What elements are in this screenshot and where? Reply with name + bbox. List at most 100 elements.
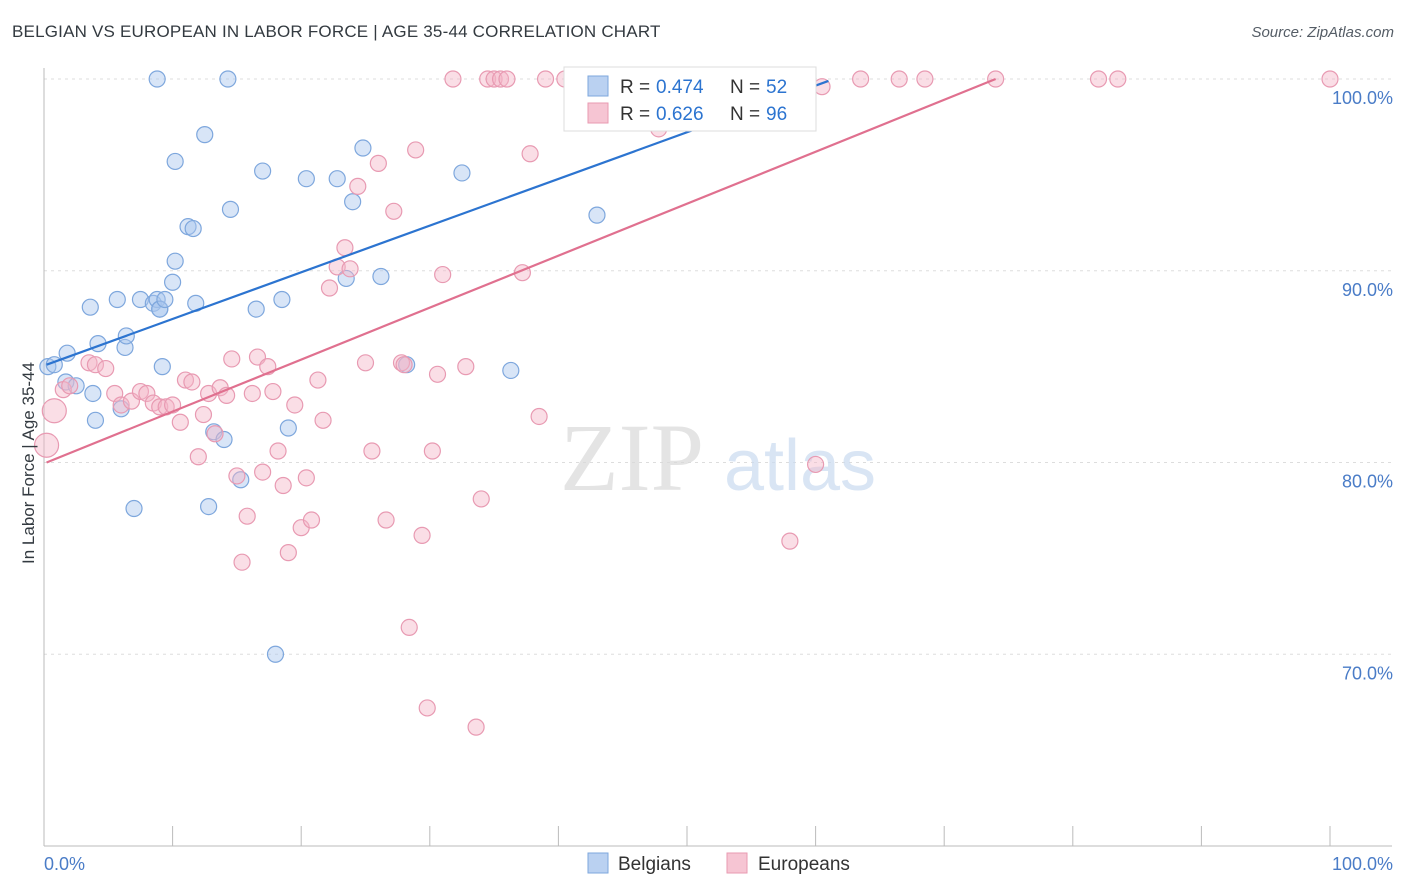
europeans-point [806,455,825,474]
europeans-point [297,469,315,487]
europeans-point [189,448,207,466]
europeans-point [498,70,516,88]
legend-swatch-belgians [587,75,609,97]
europeans-point [131,382,150,401]
europeans-trend-line [46,77,997,464]
watermark-atlas: atlas [724,426,876,506]
belgians-point [344,193,362,211]
legend-swatch-europeans [587,102,609,124]
europeans-point [86,356,105,374]
legend-bottom-label-belgians: Belgians [618,854,691,875]
europeans-point [467,718,485,736]
europeans-point [61,377,79,395]
legend-r-value-europeans: 0.626 [656,104,704,125]
europeans-point [1321,70,1339,88]
europeans-point [491,70,510,88]
belgians-point [156,290,174,309]
belgians-point [153,358,171,376]
belgians-point [81,298,99,316]
belgians-point [328,170,346,188]
europeans-point [238,507,256,525]
y-axis-label: In Labor Force | Age 35-44 [19,362,38,564]
europeans-point [138,384,156,403]
belgians-point [588,206,606,224]
europeans-point [457,358,475,376]
europeans-point [369,154,387,172]
belgians-point [219,70,237,88]
belgians-point [164,273,182,291]
belgians-point [184,219,202,238]
europeans-point [309,371,327,389]
europeans-point [428,365,447,383]
legend-r-label-europeans: R = [620,104,650,125]
europeans-point [233,553,251,571]
europeans-point [1109,70,1127,88]
belgians-point [196,126,214,144]
europeans-point [228,467,246,485]
europeans-point [33,432,60,458]
watermark-zip: ZIP [560,404,704,511]
europeans-point [385,202,403,220]
y-tick-label: 70.0% [1342,663,1393,683]
europeans-point [395,356,413,374]
chart-title: BELGIAN VS EUROPEAN IN LABOR FORCE | AGE… [12,22,661,41]
belgians-point [86,411,105,429]
europeans-point [536,70,555,88]
europeans-point [194,405,213,424]
legend-bottom-swatch-europeans [726,852,748,874]
belgians-point [67,377,85,395]
y-tick-label: 80.0% [1342,472,1393,492]
europeans-point [176,371,195,389]
stats-legend: R = 0.474 N = 52 R = 0.626 N = 96 [563,66,817,132]
europeans-point [279,544,297,562]
belgians-point [337,269,355,288]
europeans-point [479,70,497,88]
x-tick-label: 100.0% [1332,854,1393,874]
belgians-point [166,152,184,171]
europeans-point [314,411,332,429]
europeans-point [423,442,441,460]
legend-bottom-swatch-belgians [587,852,609,874]
belgians-point [108,290,126,309]
europeans-point [243,384,261,403]
europeans-point [400,618,418,637]
series-legend: Belgians Europeans [587,852,850,875]
europeans-point [171,413,189,431]
europeans-point [349,177,367,195]
belgians-point [502,361,520,380]
tick-labels: 70.0% 80.0% 90.0% 100.0% 0.0% 100.0% [44,88,1393,874]
belgians-point [254,162,272,180]
europeans-point [852,70,870,88]
legend-n-value-belgians: 52 [766,77,787,98]
europeans-point [302,511,321,529]
watermark: ZIP atlas [560,404,876,511]
belgians-point [131,290,150,309]
belgians-point [215,430,233,449]
belgians-point [297,170,315,188]
belgians-point [372,267,390,286]
belgians-point [279,419,297,437]
europeans-point [223,350,241,368]
europeans-point [434,265,452,284]
europeans-point [112,396,130,414]
europeans-point [254,463,272,481]
europeans-point [320,279,339,297]
legend-r-label-belgians: R = [620,77,650,98]
europeans-point [472,490,490,508]
belgians-point [148,70,166,88]
europeans-point [151,398,169,416]
europeans-point [407,141,425,159]
legend-n-label-belgians: N = [730,77,760,98]
belgians-point [354,139,372,157]
europeans-point [1089,70,1108,88]
europeans-point [890,70,908,88]
europeans-point [916,70,934,88]
belgians-point [125,499,143,518]
europeans-point [264,382,282,401]
europeans-point [341,260,359,278]
belgians-point [453,164,471,182]
europeans-point [377,511,395,529]
belgians-point [221,200,240,218]
y-tick-label: 100.0% [1332,88,1393,108]
belgians-point [247,300,265,318]
